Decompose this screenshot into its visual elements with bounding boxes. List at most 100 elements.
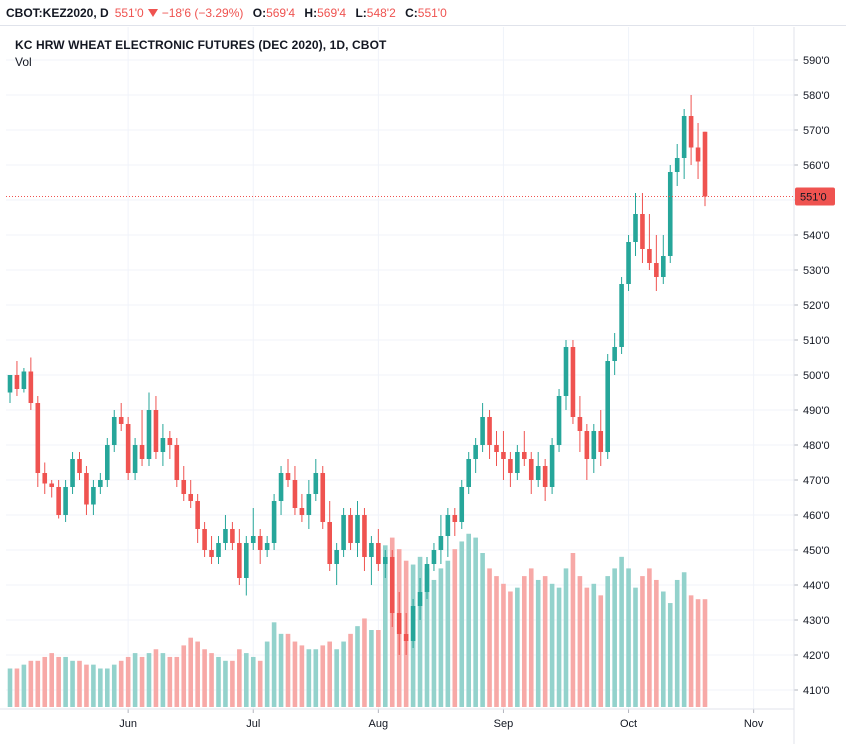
volume-bar [424,568,430,707]
candle-body [355,515,360,543]
volume-bar [313,649,319,707]
candle-body [563,347,569,396]
volume-bar [223,660,228,707]
candle-body [334,550,339,564]
volume-bar [570,553,576,707]
candle-body [202,529,207,550]
volume-bar [362,618,367,707]
candle-body [688,116,694,148]
volume-bar [139,656,145,707]
y-tick-label: 480'0 [803,440,830,452]
volume-bar [549,583,555,707]
time-axis[interactable]: Jun Jul Aug Sep Oct Nov [119,709,764,730]
candle-body [674,158,680,172]
volume-bar [681,572,687,707]
candle-body [146,410,152,459]
candle-body [139,445,145,459]
candle-body [598,431,604,452]
volume-bar [63,656,68,707]
price-axis[interactable]: 590'0580'0570'0560'0550'0540'0530'0520'0… [794,55,830,697]
volume-bar [473,537,478,707]
candle-body [459,487,465,522]
candle-body [91,487,96,505]
volume-bar [14,668,20,707]
volume-bar [35,660,41,707]
volume-bar [278,633,284,707]
volume-bar [431,579,437,707]
volume-bar [466,533,471,707]
candle-body [522,452,527,459]
candle-body [619,284,624,347]
volume-bar [160,653,166,707]
x-tick-label: Jul [246,718,260,730]
volume-bar [674,579,680,707]
candle-body [508,459,513,473]
volume-bar [216,656,221,707]
candle-body [647,249,652,263]
candle-body [376,543,381,564]
volume-bar [237,649,242,707]
volume-bar [452,549,458,707]
candle-body [445,515,451,536]
volume-bar [257,660,263,707]
symbol-label[interactable]: CBOT:KEZ2020, D [6,6,109,20]
volume-bar [84,664,89,707]
candle-body [77,459,82,473]
candle-body [7,375,13,393]
volume-bar [299,645,305,707]
candle-body [403,634,409,641]
open-value: 569'4 [266,6,296,20]
volume-bar [619,556,624,707]
candle-body [216,543,221,557]
low-label: L: [355,6,367,20]
candle-body [535,466,541,480]
candle-body [369,543,374,557]
volume-bar [528,568,534,707]
volume-bar [480,553,485,707]
volume-bar [605,576,610,707]
candle-body [250,536,256,543]
volume-bar [376,630,381,707]
candle-body [556,396,562,445]
volume-bar [647,568,652,707]
volume-bar [111,664,117,707]
candle-body [438,536,444,550]
candle-body [466,459,471,487]
volume-bar [459,541,465,707]
volume-label: Vol [15,55,32,69]
volume-bar [383,545,388,707]
y-tick-label: 440'0 [803,580,830,592]
x-tick-label: Oct [620,718,637,730]
candle-body [118,417,124,424]
volume-bar [584,587,590,707]
candle-body [313,473,319,494]
candle-body [417,592,423,606]
close-value: 551'0 [417,6,447,20]
x-tick-label: Nov [744,718,764,730]
legend-bar: CBOT:KEZ2020, D 551'0 −18'6 (−3.29%) O:569… [0,0,846,26]
candle-body [681,116,687,158]
y-tick-label: 580'0 [803,90,830,102]
volume-bar [612,568,617,707]
volume-bar [105,668,110,707]
candle-body [452,515,458,522]
close-label: C: [405,6,418,20]
volume-bar [591,583,597,707]
candle-body [501,452,506,459]
candle-body [63,487,68,515]
candle-body [299,508,305,515]
volume-bar [56,656,61,707]
volume-bar [188,637,193,707]
volume-bar [369,630,374,707]
candle-body [181,480,187,494]
candle-body [362,515,367,557]
candle-body [570,347,576,417]
y-tick-label: 540'0 [803,230,830,242]
candle-body [285,473,291,480]
y-tick-label: 520'0 [803,300,830,312]
candle-body [654,263,659,277]
volume-bar [598,595,604,707]
candle-body [389,557,395,613]
candle-body [160,438,166,452]
